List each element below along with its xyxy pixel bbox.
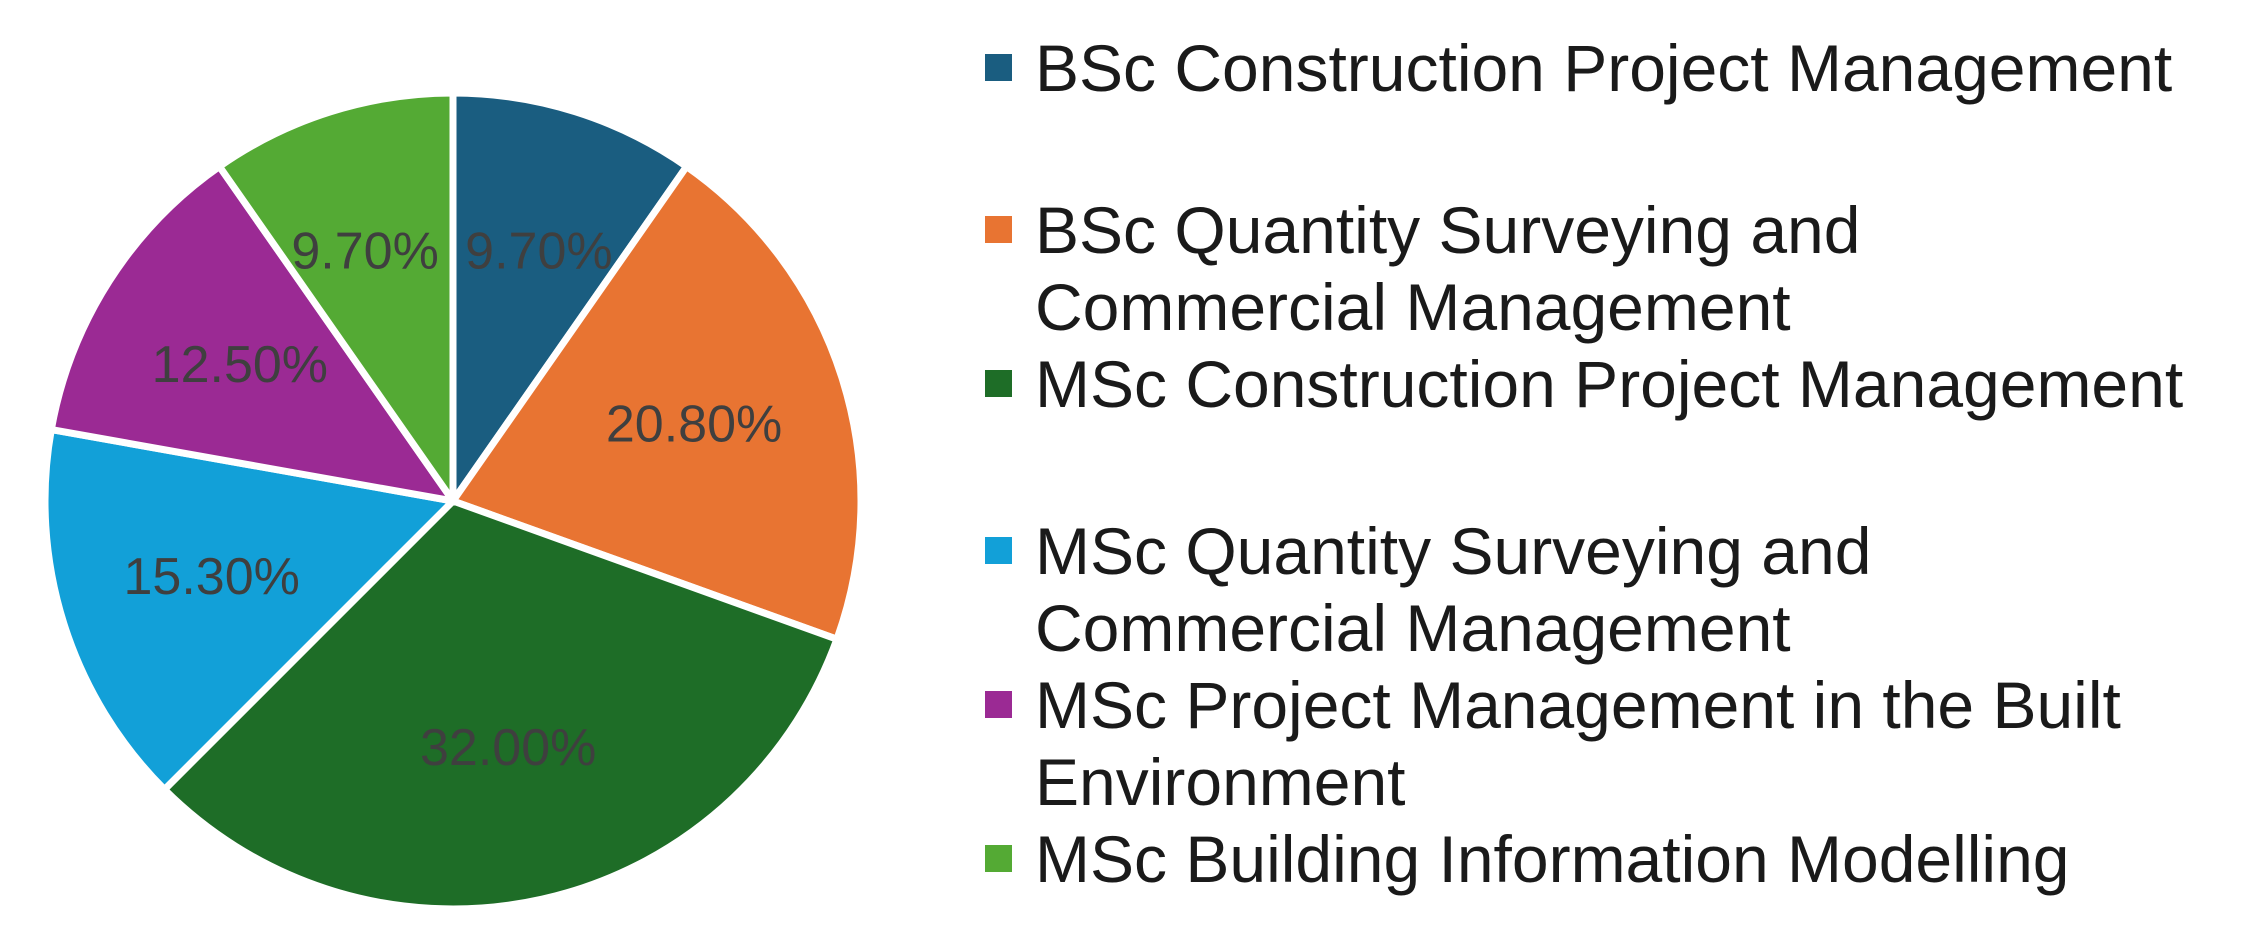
legend-swatch xyxy=(985,54,1012,81)
legend-swatch xyxy=(985,845,1012,872)
legend-item: MSc Quantity Surveying and Commercial Man… xyxy=(975,513,2235,667)
slice-labels: 9.70% 20.80% 32.00% 15.30% 12.50% 9.70% xyxy=(124,223,783,777)
slice-data-label: 15.30% xyxy=(124,548,300,606)
legend-swatch xyxy=(985,691,1012,718)
pie-slice xyxy=(215,89,457,505)
legend-item: BSc Construction Project Management xyxy=(975,30,2235,107)
slice-data-label: 32.00% xyxy=(420,719,596,777)
slice-data-label: 9.70% xyxy=(291,223,438,281)
slice-data-label: 20.80% xyxy=(606,395,782,453)
legend-label-line: MSc Project Management in the Built xyxy=(1035,668,2121,742)
legend-label-line: Commercial Management xyxy=(1035,591,1791,665)
legend-item: BSc Quantity Surveying and Commercial Man… xyxy=(975,192,2235,346)
legend-item: MSc Project Management in the Built Envir… xyxy=(975,667,2235,821)
pie-slice xyxy=(47,162,457,505)
pie-plot-area: 9.70% 20.80% 32.00% 15.30% 12.50% 9.70% xyxy=(41,89,865,913)
legend: BSc Construction Project Management BSc Q… xyxy=(975,30,2235,898)
pie-slice xyxy=(161,497,841,913)
slice-data-label: 9.70% xyxy=(465,223,612,281)
pie-slice xyxy=(449,162,865,643)
legend-swatch xyxy=(985,216,1012,243)
legend-label-line: BSc Construction Project Management xyxy=(1035,31,2173,105)
legend-item: MSc Building Information Modelling xyxy=(975,821,2235,898)
legend-label-line: Commercial Management xyxy=(1035,270,1791,344)
legend-item: MSc Construction Project Management xyxy=(975,346,2235,423)
legend-label-line: Environment xyxy=(1035,745,1406,819)
pie-slice xyxy=(41,426,457,793)
legend-label-line: BSc Quantity Surveying and xyxy=(1035,193,1861,267)
legend-label-line: MSc Building Information Modelling xyxy=(1035,822,2070,896)
legend-label-line: MSc Quantity Surveying and xyxy=(1035,514,1872,588)
legend-label-line: MSc Construction Project Management xyxy=(1035,347,2184,421)
pie-slice xyxy=(449,89,691,505)
legend-swatch xyxy=(985,537,1012,564)
legend-swatch xyxy=(985,370,1012,397)
pie-slices xyxy=(41,89,865,913)
slice-data-label: 12.50% xyxy=(152,336,328,394)
